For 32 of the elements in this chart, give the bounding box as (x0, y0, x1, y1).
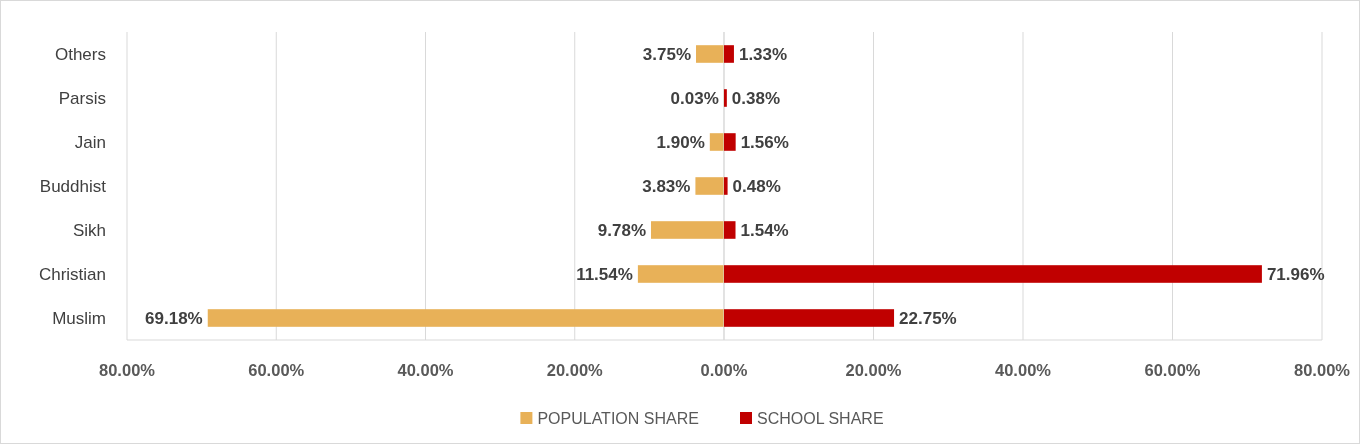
data-label: 3.75% (642, 44, 692, 64)
data-label: 1.54% (740, 220, 789, 240)
data-label: 11.54% (576, 264, 633, 284)
data-label: 22.75% (899, 308, 957, 328)
y-tick-label: Sikh (72, 220, 106, 240)
data-label: 71.96% (1266, 264, 1325, 284)
data-label: 1.33% (738, 44, 788, 64)
data-label: 1.56% (740, 132, 789, 152)
data-label: 1.90% (656, 132, 705, 152)
x-tick-label: 80.00% (99, 361, 156, 379)
y-tick-label: Jain (74, 132, 106, 152)
data-label: 0.38% (731, 88, 781, 108)
legend-label: POPULATION SHARE (537, 409, 699, 427)
x-tick-label: 40.00% (397, 361, 454, 379)
data-label: 0.48% (732, 176, 781, 196)
data-label: 9.78% (597, 220, 647, 240)
y-tick-label: Muslim (52, 308, 106, 328)
x-tick-label: 40.00% (995, 361, 1052, 379)
x-tick-label: 80.00% (1294, 361, 1351, 379)
y-tick-label: Christian (38, 264, 106, 284)
x-tick-label: 20.00% (845, 361, 902, 379)
y-tick-label: Buddhist (39, 176, 107, 196)
y-tick-label: Parsis (58, 88, 106, 108)
x-tick-label: 60.00% (248, 361, 305, 379)
legend-label: SCHOOL SHARE (757, 409, 884, 427)
x-tick-label: 60.00% (1144, 361, 1201, 379)
data-label: 69.18% (145, 308, 203, 328)
data-label: 3.83% (642, 176, 691, 196)
data-label: 0.03% (670, 88, 719, 108)
x-tick-label: 0.00% (700, 361, 748, 379)
x-tick-label: 20.00% (546, 361, 604, 379)
y-tick-label: Others (54, 44, 106, 64)
